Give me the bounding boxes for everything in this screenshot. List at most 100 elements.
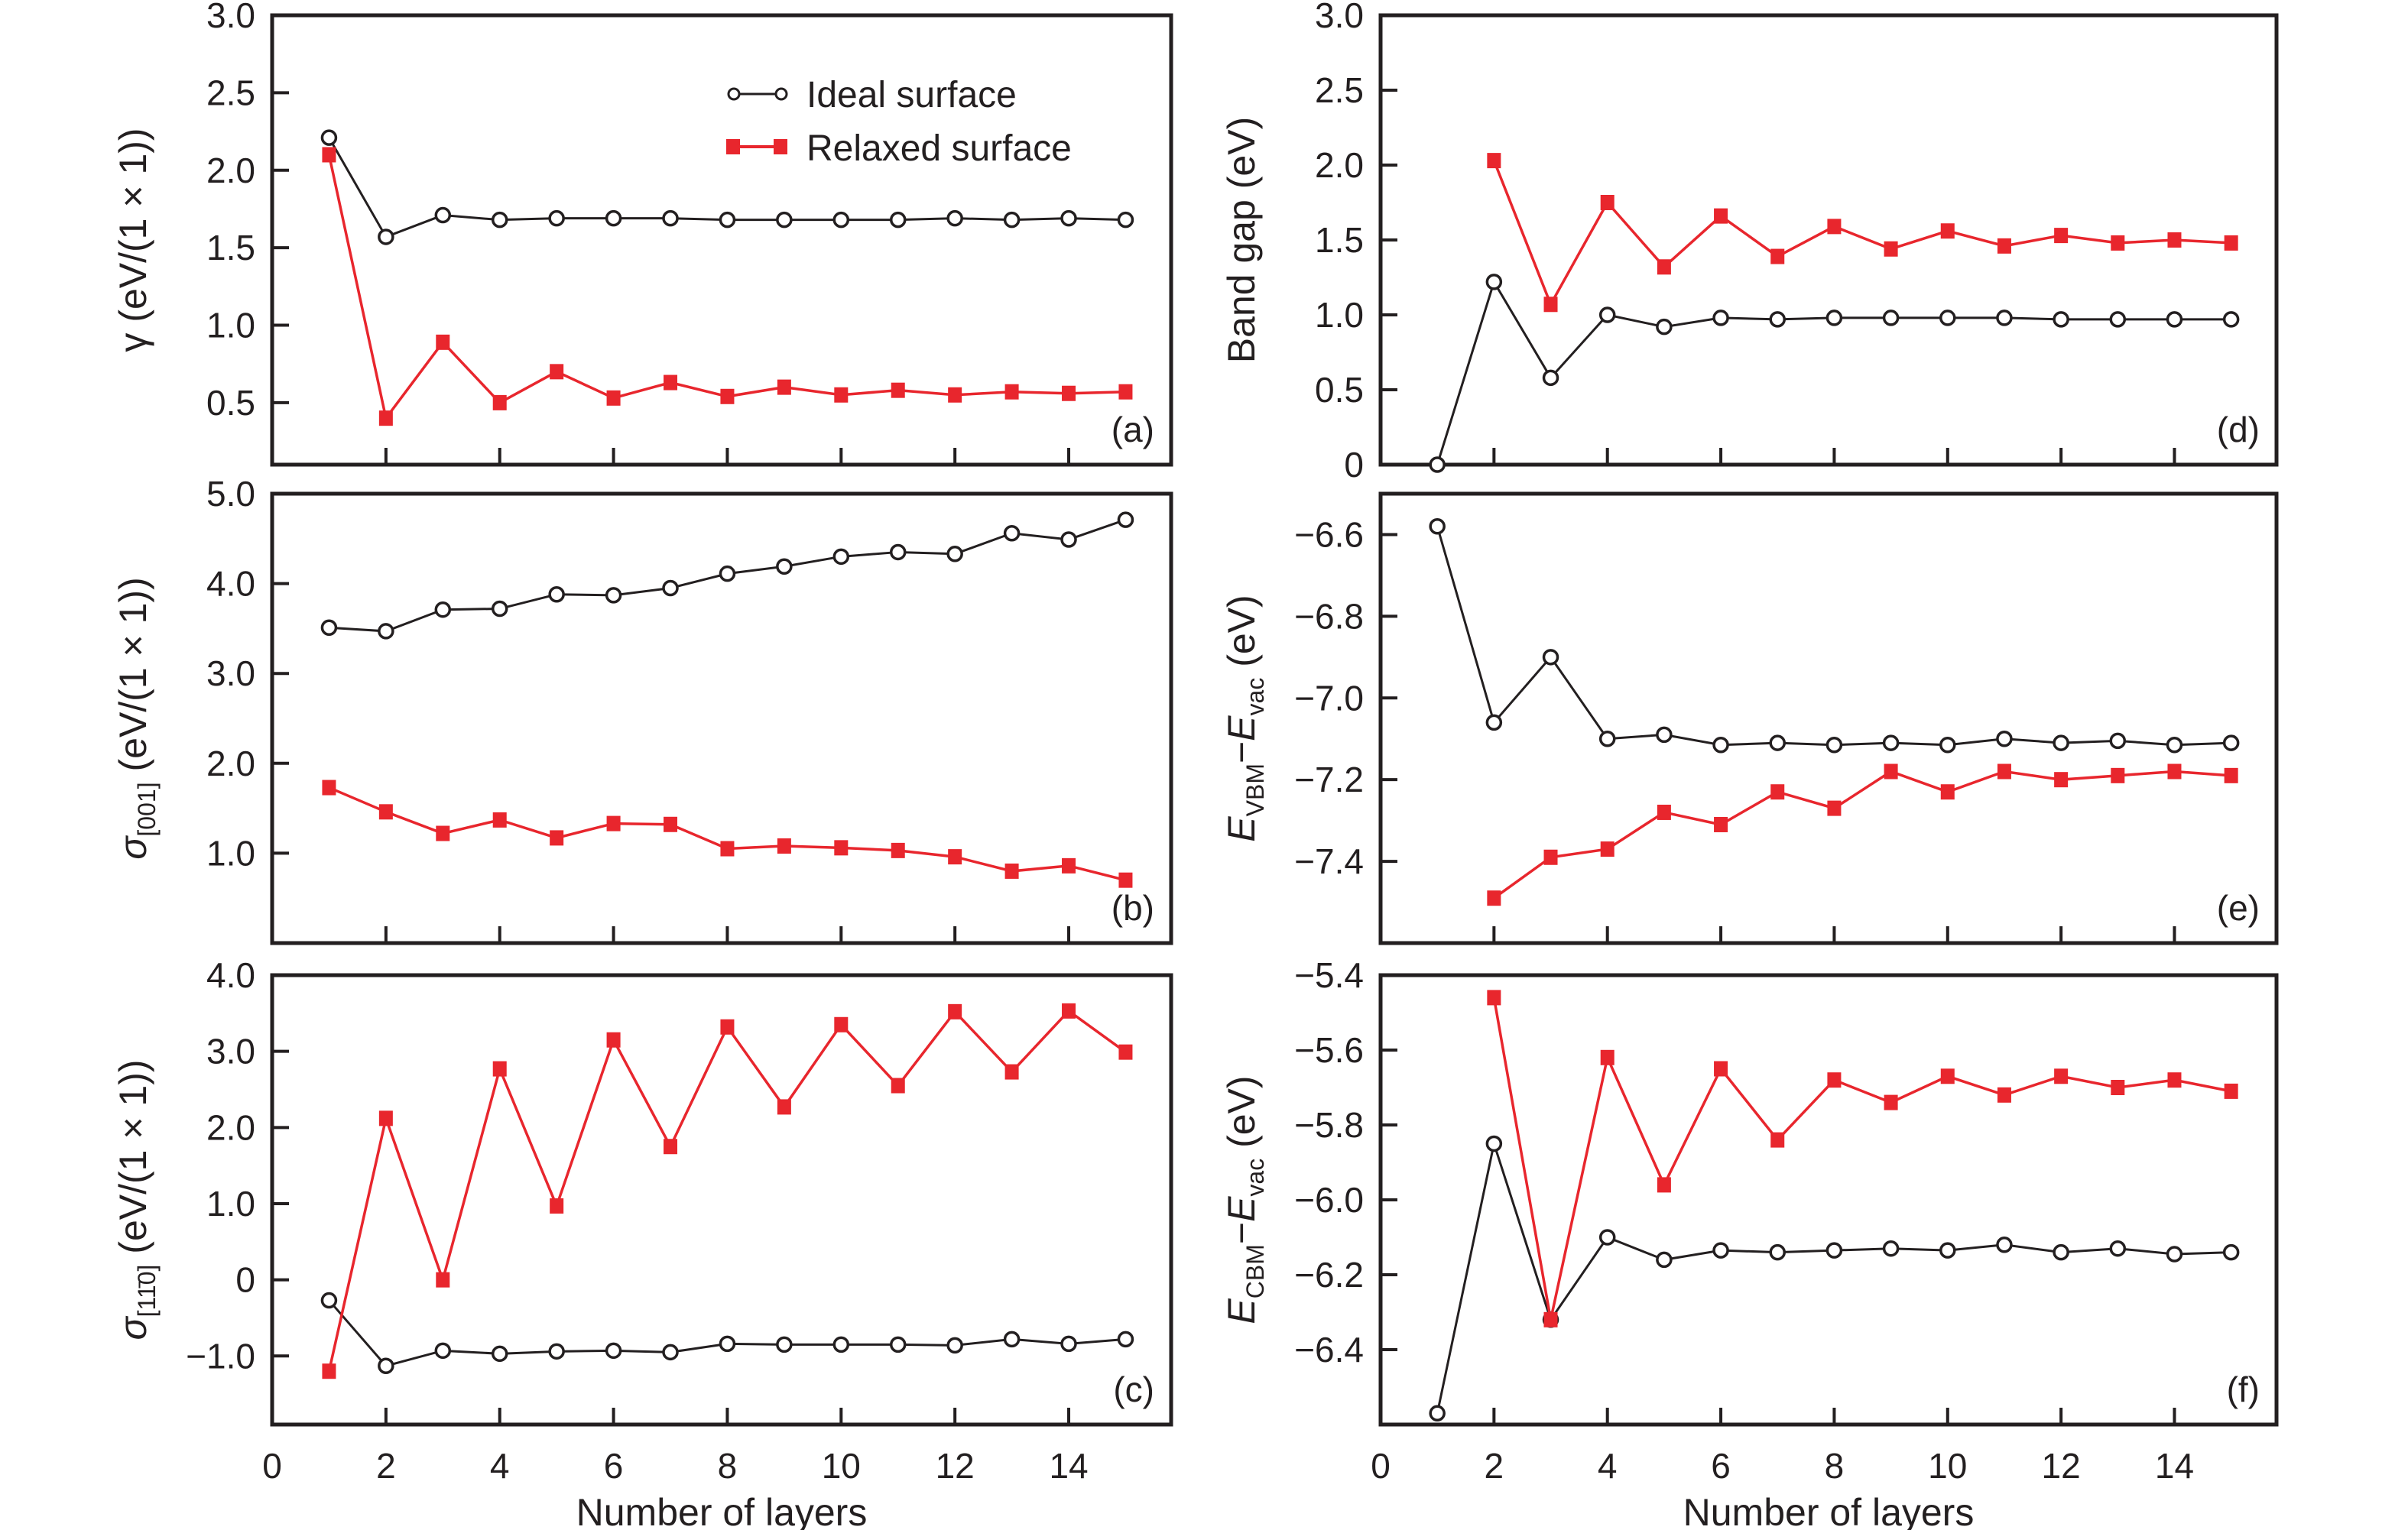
y-axis-title: γ (eV/(1 × 1)) <box>112 128 154 352</box>
data-point-relaxed <box>1657 1177 1671 1193</box>
data-point-relaxed <box>1657 804 1671 820</box>
data-point-relaxed <box>1770 248 1785 264</box>
data-point-ideal <box>1825 310 1843 326</box>
x-tick-label: 0 <box>1371 1446 1391 1486</box>
data-point-relaxed <box>550 1198 564 1214</box>
data-point-ideal <box>491 1345 508 1363</box>
data-point-relaxed <box>1997 1087 2011 1103</box>
data-point-ideal <box>378 623 394 640</box>
series-line-relaxed <box>1493 770 2231 900</box>
data-point-ideal <box>1429 456 1446 473</box>
data-point-relaxed <box>1543 1311 1558 1327</box>
data-point-relaxed <box>834 840 849 856</box>
y-tick-label: −6.8 <box>1294 596 1364 636</box>
data-point-relaxed <box>1997 763 2011 780</box>
y-tick-label: 2.5 <box>1315 70 1364 110</box>
data-point-ideal <box>1825 736 1843 754</box>
y-tick-label: 2.5 <box>206 73 255 112</box>
x-tick-label: 4 <box>1598 1446 1618 1486</box>
data-point-ideal <box>320 1292 338 1309</box>
data-point-ideal <box>1003 211 1021 229</box>
y-tick-label: −5.8 <box>1294 1105 1364 1145</box>
data-point-relaxed <box>436 825 450 841</box>
data-point-relaxed <box>834 387 849 403</box>
data-point-ideal <box>946 546 963 562</box>
data-point-relaxed <box>1827 1072 1842 1088</box>
y-tick-label: −6.4 <box>1294 1330 1364 1370</box>
data-point-ideal <box>662 1344 679 1361</box>
data-point-ideal <box>548 585 565 603</box>
data-point-ideal <box>2222 1243 2240 1261</box>
panel-b: 1.0 2.0 3.0 4.0 5.0 σ[001] (eV/(1 × 1)) (b) <box>112 474 1173 945</box>
data-point-relaxed <box>1004 1064 1019 1080</box>
legend: Ideal surface Relaxed surface <box>726 75 1072 169</box>
data-point-ideal <box>719 1335 736 1353</box>
data-point-relaxed <box>1600 841 1615 857</box>
y-tick-label: 5.0 <box>206 474 255 514</box>
data-point-ideal <box>491 211 508 229</box>
data-point-ideal <box>1485 274 1503 290</box>
data-point-ideal <box>1429 1405 1446 1422</box>
data-point-relaxed <box>2054 228 2069 244</box>
panel-c: 0 2 4 6 8 10 12 14 Number of layers −1.0 0 1.0 2.0 3.… <box>112 955 1173 1530</box>
data-point-relaxed <box>948 849 962 865</box>
y-tick-label: −5.4 <box>1294 955 1364 995</box>
data-point-ideal <box>434 1342 452 1360</box>
data-point-ideal <box>2166 1246 2183 1263</box>
data-point-relaxed <box>1714 816 1728 832</box>
series-line-ideal <box>1436 1139 2231 1414</box>
data-point-relaxed <box>891 1078 905 1094</box>
data-point-ideal <box>1598 730 1616 747</box>
data-point-relaxed <box>1714 208 1728 224</box>
plot-frame <box>1378 13 2279 467</box>
y-tick-label: 0 <box>1344 445 1364 485</box>
data-point-ideal <box>946 209 963 227</box>
data-point-ideal <box>1769 1243 1786 1261</box>
y-tick-label: −1.0 <box>186 1336 255 1376</box>
y-tick-label: −6.0 <box>1294 1180 1364 1220</box>
data-point-relaxed <box>1827 800 1842 816</box>
data-point-ideal <box>1882 734 1900 751</box>
data-point-relaxed <box>1657 259 1671 275</box>
data-point-ideal <box>889 211 907 229</box>
data-point-relaxed <box>550 364 564 380</box>
data-point-relaxed <box>1487 153 1501 169</box>
data-point-ideal <box>320 619 338 636</box>
data-point-ideal <box>1939 310 1956 326</box>
data-point-relaxed <box>378 804 393 820</box>
data-point-relaxed <box>1004 863 1019 879</box>
panel-tag: (f) <box>2227 1370 2260 1409</box>
series-line-relaxed <box>1492 997 2231 1321</box>
plot-frame <box>270 491 1173 945</box>
data-point-relaxed <box>1600 195 1615 210</box>
y-tick-label: −5.6 <box>1294 1030 1364 1070</box>
data-point-ideal <box>1598 306 1616 323</box>
data-point-relaxed <box>322 780 336 796</box>
legend-relaxed-label: Relaxed surface <box>806 128 1072 169</box>
data-point-ideal <box>605 1342 622 1360</box>
y-tick-label: 1.0 <box>206 1184 255 1224</box>
data-point-ideal <box>2166 311 2183 328</box>
data-point-relaxed <box>2111 1080 2125 1095</box>
data-point-ideal <box>491 600 508 618</box>
data-point-relaxed <box>378 410 393 426</box>
panel-a: 0.5 1.0 1.5 2.0 2.5 3.0 γ (eV/(1 × 1)) (a) <box>112 0 1173 467</box>
data-point-ideal <box>1712 310 1729 326</box>
data-point-relaxed <box>606 390 621 406</box>
y-axis-title: σ[001] (eV/(1 × 1)) <box>112 577 161 859</box>
data-point-ideal <box>832 211 850 229</box>
x-tick-label: 12 <box>2042 1446 2081 1486</box>
data-point-relaxed <box>2167 1072 2182 1088</box>
data-point-relaxed <box>1543 849 1558 865</box>
x-tick-label: 14 <box>1049 1446 1088 1486</box>
y-tick-label: 3.0 <box>206 1032 255 1071</box>
data-point-relaxed <box>2111 767 2125 783</box>
data-point-ideal <box>719 565 736 582</box>
y-tick-label: 2.0 <box>206 1107 255 1147</box>
data-point-ideal <box>832 1336 850 1353</box>
data-point-relaxed <box>1487 990 1501 1006</box>
y-tick-label: 2.0 <box>206 151 255 190</box>
data-point-relaxed <box>664 816 678 832</box>
data-point-relaxed <box>1827 219 1842 235</box>
data-point-relaxed <box>1884 1094 1898 1110</box>
